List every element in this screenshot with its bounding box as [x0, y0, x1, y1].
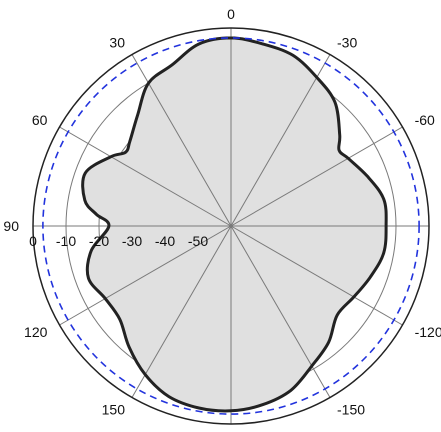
radial-tick-labels: 0 -10 -20 -30 -40 -50 — [29, 233, 208, 249]
angular-tick-label: 90 — [3, 218, 19, 234]
angular-tick-label: -60 — [415, 112, 435, 128]
radial-spoke — [59, 126, 232, 227]
angular-tick-label: -120 — [415, 324, 441, 340]
radial-spoke — [230, 54, 331, 227]
radial-spoke — [131, 225, 232, 398]
radial-spoke — [230, 225, 403, 326]
angular-tick-label: 120 — [24, 324, 48, 340]
radial-spoke — [59, 225, 232, 326]
angular-tick-label: -150 — [337, 402, 365, 418]
radial-tick-label: -20 — [89, 233, 109, 249]
radial-tick-label: -40 — [155, 233, 175, 249]
angular-tick-label: 30 — [109, 34, 125, 50]
angular-tick-label: 150 — [102, 402, 126, 418]
radial-spoke — [230, 225, 331, 398]
reference-level-circle — [42, 37, 420, 415]
radial-spoke — [230, 126, 403, 227]
radial-tick-label: -30 — [122, 233, 142, 249]
outer-boundary-circle — [32, 27, 430, 425]
angular-tick-label: 0 — [227, 6, 235, 22]
radial-lines — [33, 28, 429, 424]
radial-tick-label: -10 — [56, 233, 76, 249]
radiation-pattern-outline — [81, 36, 388, 413]
angular-tick-label: 60 — [32, 112, 48, 128]
radial-tick-label: 0 — [29, 233, 37, 249]
radial-tick-label: -50 — [188, 233, 208, 249]
angular-tick-label: -30 — [337, 34, 357, 50]
